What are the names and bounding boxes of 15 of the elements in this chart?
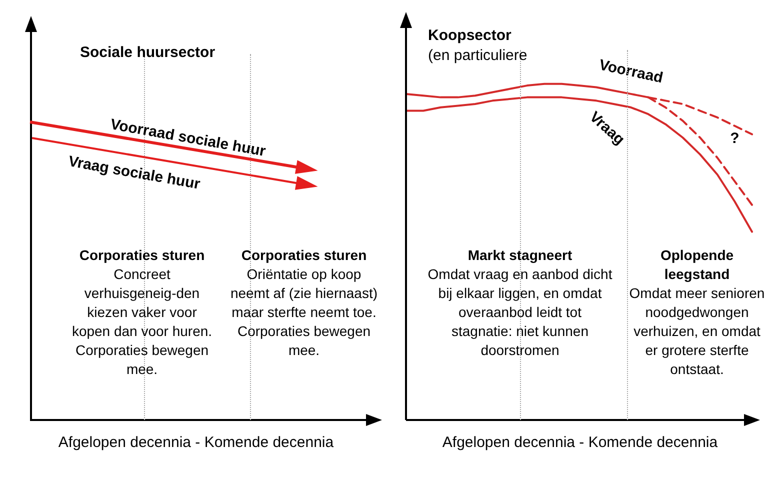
text: Oriëntatie op koop neemt af (zie hiernaast) maar sterfte neemt toe. Corporaties bewegen mee. bbox=[229, 265, 379, 360]
x-axis-title: Afgelopen decennia - Komende decennia bbox=[441, 434, 719, 451]
text: Afgelopen decennia - Komende decennia bbox=[57, 434, 335, 451]
text: Corporaties sturen bbox=[78, 246, 206, 265]
chart-subtitle: (en particuliere bbox=[428, 46, 528, 66]
annotation: ? bbox=[730, 130, 740, 147]
annotation: Omdat meer senioren noodgedwongen verhuizen, en omdat er grotere sterfte ontstaat. bbox=[628, 284, 766, 379]
chart-title: Koopsector bbox=[428, 26, 512, 46]
annotation: Omdat vraag en aanbod dicht bij elkaar liggen, en omdat overaanbod leidt tot stagnatie: niet kunnen doorstromen bbox=[428, 265, 612, 360]
text: Sociale huursector bbox=[80, 44, 216, 61]
annotation: Markt stagneert bbox=[466, 246, 574, 265]
text: Concreet verhuisgeneig-den kiezen vaker voor kopen dan voor huren. Corporaties bewegen mee. bbox=[70, 265, 214, 379]
text: Voorraad bbox=[598, 56, 664, 87]
annotation: Oplopende leegstand bbox=[659, 246, 735, 284]
text: Corporaties sturen bbox=[240, 246, 368, 265]
